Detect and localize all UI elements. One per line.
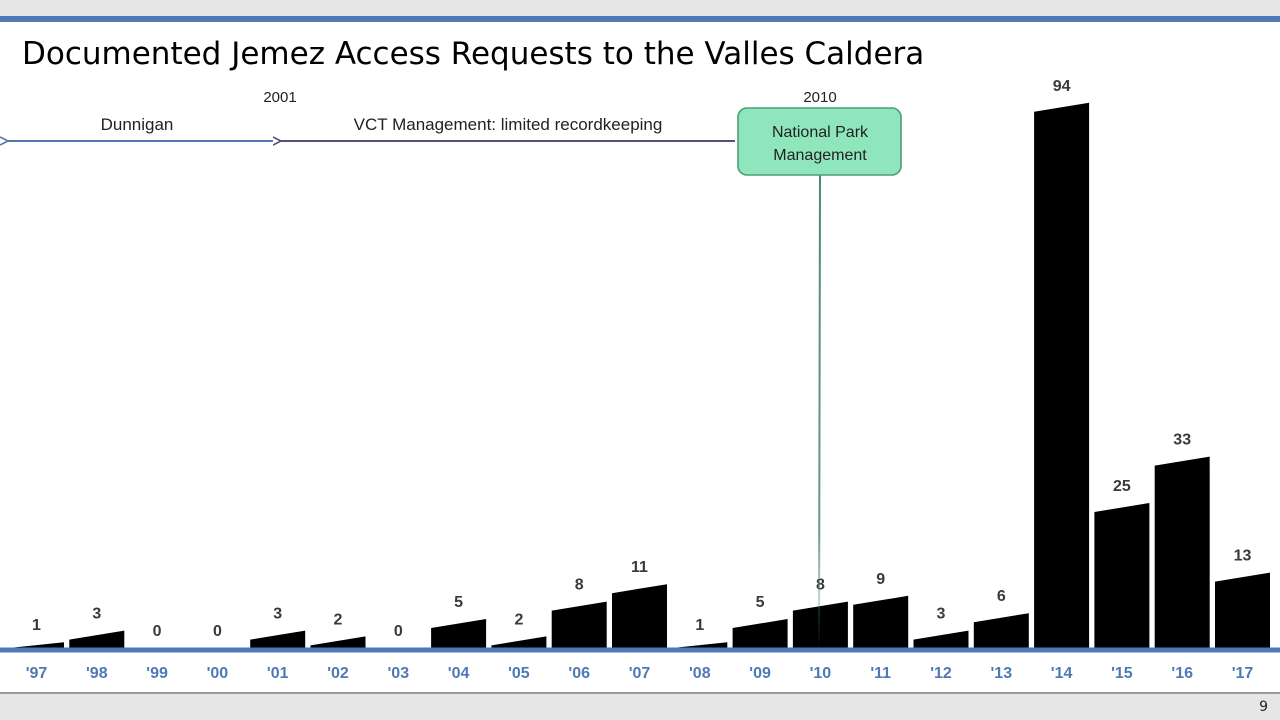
- data-label-16: 6: [997, 588, 1006, 605]
- tick-label-16: '13: [990, 665, 1012, 682]
- tick-label-19: '16: [1171, 665, 1193, 682]
- tick-label-20: '17: [1232, 665, 1254, 682]
- top-rule: [0, 16, 1280, 22]
- tick-label-2: '99: [146, 665, 168, 682]
- tick-label-8: '05: [508, 665, 530, 682]
- bar-12: [732, 619, 788, 648]
- data-label-14: 9: [876, 571, 885, 588]
- data-label-8: 2: [514, 611, 523, 628]
- national-park-line1: National Park: [772, 124, 869, 141]
- bar-13: [792, 601, 848, 648]
- national-park-box: [737, 107, 902, 176]
- tick-label-11: '08: [689, 665, 711, 682]
- tick-label-18: '15: [1111, 665, 1133, 682]
- data-label-15: 3: [937, 606, 946, 623]
- bar-5: [310, 636, 366, 648]
- tick-label-7: '04: [448, 665, 470, 682]
- data-label-19: 33: [1173, 432, 1191, 449]
- bar-11: [672, 642, 728, 648]
- data-label-0: 1: [32, 617, 41, 634]
- page-number: 9: [1259, 699, 1268, 715]
- tick-labels-group: '97 '98 '99 '00 '01 '02 '03 '04 '05 '06 '07 '08 '09 '…: [26, 665, 1254, 682]
- bar-17: [1034, 102, 1090, 649]
- bar-7: [431, 619, 487, 648]
- bar-19: [1154, 456, 1210, 648]
- tick-label-10: '07: [629, 665, 651, 682]
- year-2001-label: 2001: [263, 89, 296, 106]
- footer-bar: [0, 694, 1280, 720]
- data-label-11: 1: [695, 617, 704, 634]
- bar-10: [612, 584, 667, 648]
- tick-label-13: '10: [810, 665, 832, 682]
- tick-label-4: '01: [267, 665, 289, 682]
- bar-16: [973, 613, 1029, 648]
- bar-18: [1094, 503, 1150, 648]
- data-label-9: 8: [575, 577, 584, 594]
- data-label-12: 5: [756, 594, 765, 611]
- tick-label-12: '09: [749, 665, 771, 682]
- top-band: [0, 0, 1280, 16]
- bar-8: [491, 636, 547, 648]
- bar-15: [913, 630, 969, 648]
- bar-14: [853, 595, 909, 648]
- tick-label-6: '03: [387, 665, 409, 682]
- data-label-17: 94: [1053, 78, 1071, 95]
- slide-title: Documented Jemez Access Requests to the …: [22, 36, 925, 72]
- bar-9: [551, 601, 607, 648]
- year-2010-label: 2010: [803, 89, 836, 106]
- data-label-5: 2: [334, 611, 343, 628]
- footer-line: [0, 692, 1280, 694]
- data-label-2: 0: [153, 623, 162, 640]
- tick-label-3: '00: [207, 665, 229, 682]
- vct-management-label: VCT Management: limited recordkeeping: [354, 115, 663, 134]
- bar-20: [1215, 572, 1270, 648]
- data-label-6: 0: [394, 623, 403, 640]
- data-label-13: 8: [816, 577, 825, 594]
- data-label-10: 11: [631, 559, 648, 576]
- tick-label-5: '02: [327, 665, 349, 682]
- national-park-line2: Management: [773, 147, 867, 164]
- tick-label-9: '06: [568, 665, 590, 682]
- bars-group: [9, 102, 1270, 649]
- data-label-1: 3: [92, 606, 101, 623]
- tick-label-14: '11: [870, 665, 891, 682]
- data-label-18: 25: [1113, 478, 1131, 495]
- tick-label-15: '12: [930, 665, 952, 682]
- tick-label-0: '97: [26, 665, 48, 682]
- data-label-3: 0: [213, 623, 222, 640]
- dunnigan-label: Dunnigan: [101, 115, 174, 134]
- data-labels-group: 13003205281115893694253313: [32, 78, 1251, 640]
- tick-label-17: '14: [1051, 665, 1073, 682]
- bar-0: [9, 642, 64, 648]
- bar-1: [69, 630, 125, 648]
- marker-2010-line: [818, 174, 821, 651]
- data-label-7: 5: [454, 594, 463, 611]
- tick-label-1: '98: [86, 665, 108, 682]
- data-label-20: 13: [1234, 548, 1252, 565]
